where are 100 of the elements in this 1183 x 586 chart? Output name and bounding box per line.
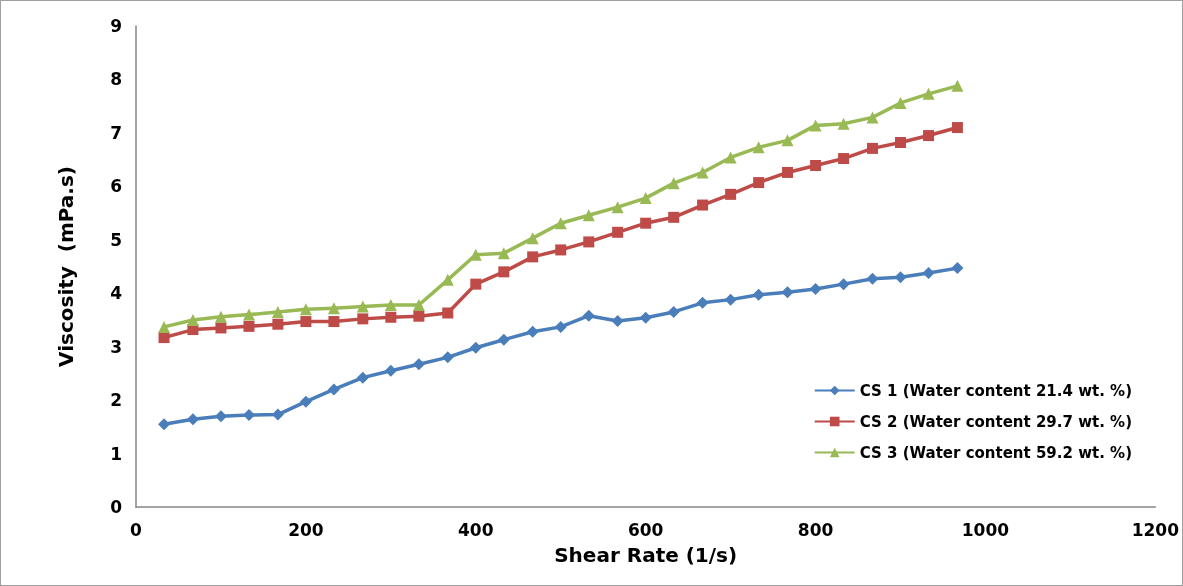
- point: [357, 313, 369, 325]
- point: [327, 302, 340, 315]
- y-tick-label: 0: [110, 497, 123, 517]
- point: [752, 288, 765, 301]
- point: [158, 320, 171, 333]
- point: [299, 395, 312, 408]
- point: [328, 316, 340, 328]
- point: [809, 119, 822, 132]
- point: [697, 199, 709, 211]
- y-tick-label: 2: [110, 390, 122, 411]
- point: [385, 311, 397, 323]
- x-tick-label: 400: [458, 519, 494, 540]
- x-tick-label: 1000: [961, 519, 1010, 540]
- x-tick-label: 0: [130, 519, 143, 540]
- point: [497, 333, 510, 346]
- point: [158, 418, 171, 431]
- point: [186, 313, 199, 326]
- point: [951, 122, 963, 134]
- point: [725, 188, 737, 200]
- point: [752, 141, 765, 154]
- legend-label: CS 1 (Water content 21.4 wt. %): [859, 381, 1132, 400]
- y-tick-label: 4: [110, 283, 123, 304]
- legend-label: CS 3 (Water content 59.2 wt. %): [859, 443, 1132, 462]
- point: [612, 226, 624, 238]
- point: [497, 247, 510, 260]
- point: [810, 159, 822, 171]
- y-axis-title: Viscosity (mPa.s): [54, 165, 78, 368]
- point: [809, 282, 822, 295]
- point: [837, 278, 850, 291]
- point: [442, 307, 454, 319]
- point: [554, 217, 567, 230]
- x-axis-title: Shear Rate (1/s): [554, 543, 738, 567]
- point: [356, 300, 369, 313]
- point: [412, 358, 425, 371]
- point: [782, 166, 794, 178]
- point: [582, 309, 595, 322]
- point: [413, 310, 425, 322]
- point: [299, 303, 312, 316]
- point: [526, 325, 539, 338]
- point: [781, 134, 794, 147]
- point: [668, 211, 680, 223]
- point: [866, 142, 878, 154]
- point: [753, 177, 765, 189]
- point: [639, 192, 652, 205]
- point: [527, 251, 539, 263]
- point: [639, 311, 652, 324]
- point: [923, 130, 935, 142]
- y-tick-label: 1: [110, 443, 122, 464]
- point: [186, 413, 199, 426]
- point: [696, 166, 709, 179]
- y-tick-label: 5: [110, 229, 122, 250]
- point: [554, 320, 567, 333]
- point: [837, 117, 850, 130]
- point: [327, 383, 340, 396]
- point: [412, 298, 425, 311]
- point: [894, 96, 907, 109]
- point: [215, 322, 227, 334]
- point: [724, 293, 737, 306]
- x-tick-label: 800: [797, 519, 834, 540]
- point: [526, 232, 539, 245]
- point: [922, 87, 935, 100]
- point: [214, 310, 227, 323]
- point: [611, 315, 624, 328]
- point: [951, 79, 964, 92]
- point: [724, 151, 737, 164]
- point: [470, 278, 482, 290]
- point: [300, 316, 312, 328]
- point: [356, 371, 369, 384]
- point: [243, 320, 255, 332]
- point: [582, 209, 595, 222]
- point: [272, 318, 284, 330]
- x-tick-label: 200: [288, 519, 324, 540]
- y-tick-label: 6: [110, 176, 122, 197]
- point: [242, 308, 255, 321]
- point: [384, 298, 397, 311]
- point: [271, 305, 284, 318]
- point: [441, 351, 454, 364]
- point: [667, 305, 680, 318]
- point: [469, 341, 482, 354]
- point: [951, 262, 964, 275]
- point: [838, 153, 850, 165]
- point: [640, 217, 652, 229]
- y-tick-label: 8: [110, 69, 122, 90]
- point: [895, 137, 907, 149]
- point: [667, 177, 680, 190]
- point: [384, 364, 397, 377]
- point: [555, 244, 567, 256]
- y-tick-label: 3: [110, 336, 122, 357]
- point: [158, 332, 170, 344]
- x-tick-label: 1200: [1131, 519, 1180, 540]
- point: [922, 266, 935, 279]
- point: [583, 236, 595, 248]
- legend-label: CS 2 (Water content 29.7 wt. %): [859, 412, 1132, 431]
- point: [611, 201, 624, 214]
- point: [696, 296, 709, 309]
- y-tick-label: 7: [110, 122, 122, 143]
- x-tick-label: 600: [627, 519, 664, 540]
- point: [866, 111, 879, 124]
- y-tick-label: 9: [110, 16, 122, 36]
- point: [498, 266, 510, 278]
